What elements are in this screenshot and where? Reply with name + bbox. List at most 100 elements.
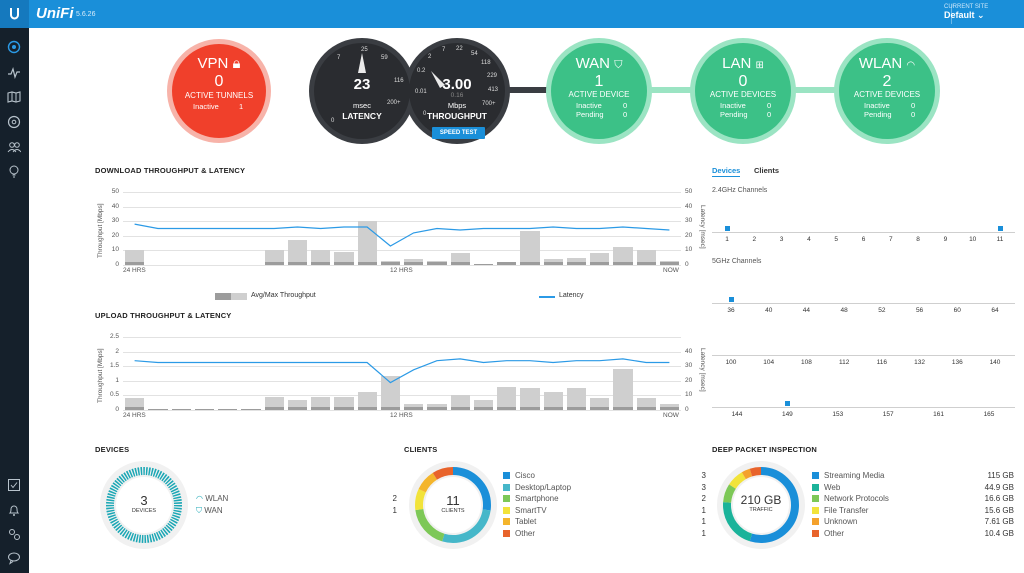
- legend-latency-swatch: [539, 296, 555, 298]
- wlan-pending-value: 0: [911, 110, 916, 119]
- gauge-connector: [500, 87, 548, 93]
- clients-donut[interactable]: [409, 461, 497, 549]
- dpi-item-label: Network Protocols: [824, 494, 889, 503]
- download-gridline: [123, 221, 681, 223]
- wan-title: WAN: [575, 55, 611, 72]
- dpi-item-label: Unknown: [824, 517, 858, 526]
- upload-ytick: 2.5: [109, 333, 119, 340]
- latency-tick-0: 0: [331, 118, 335, 124]
- dpi-item-5[interactable]: Other: [812, 529, 844, 538]
- throughput-tick-001: 0.01: [415, 89, 427, 95]
- ch5c-channel-144: 144: [731, 411, 743, 418]
- ch24-channel-7: 7: [888, 236, 893, 243]
- vpn-title: VPN: [197, 55, 229, 72]
- devices-count: 3: [140, 493, 148, 508]
- latency-tick-59: 59: [381, 55, 388, 61]
- latency-gauge[interactable]: 0 7 25 59 116 200+ 23 msec LATENCY: [314, 43, 410, 139]
- ch5c-channel-153: 153: [832, 411, 844, 418]
- tab-clients[interactable]: Clients: [754, 166, 780, 175]
- ch5a-channel-52: 52: [878, 307, 886, 314]
- speed-test-button[interactable]: SPEED TEST: [432, 127, 485, 139]
- lock-icon: 🔒︎: [232, 55, 241, 72]
- download-bar-base: [357, 262, 377, 265]
- upload-bar-base: [311, 407, 331, 410]
- ch5a-channel-44: 44: [802, 307, 811, 314]
- devices-wlan-row: ◠ WLAN: [196, 494, 228, 503]
- devices-icon[interactable]: [6, 115, 22, 131]
- wlan-gauge[interactable]: WLAN ◠ 2 ACTIVE DEVICES Inactive 0 Pendi…: [839, 43, 935, 139]
- map-icon[interactable]: [6, 90, 22, 106]
- upload-bar-base: [543, 407, 563, 410]
- insights-icon[interactable]: [6, 164, 22, 180]
- download-bar-base: [450, 262, 470, 265]
- wlan-subtitle: ACTIVE DEVICES: [853, 90, 921, 99]
- dpi-item-3[interactable]: File Transfer: [812, 506, 868, 515]
- settings-icon[interactable]: [6, 527, 22, 543]
- ch5b-channel-108: 108: [800, 359, 812, 366]
- clients-item-3: SmartTV: [503, 506, 547, 515]
- dpi-item-0[interactable]: Streaming Media: [812, 471, 884, 480]
- download-bar: [311, 250, 331, 265]
- alerts-check-icon[interactable]: [6, 478, 22, 494]
- lan-title: LAN: [722, 55, 752, 72]
- ch24-channel-11: 11: [996, 236, 1004, 243]
- vpn-gauge[interactable]: VPN 🔒︎ 0 ACTIVE TUNNELS Inactive 1: [172, 44, 266, 138]
- download-ytick: 20: [111, 231, 119, 239]
- notifications-bell-icon[interactable]: [6, 503, 22, 519]
- download-bar-base: [520, 262, 540, 265]
- chat-icon[interactable]: [6, 551, 22, 567]
- upload-bar: [590, 398, 610, 410]
- dpi-item-4[interactable]: Unknown: [812, 517, 857, 526]
- lan-inactive-value: 0: [767, 101, 772, 110]
- download-gridline: [123, 192, 681, 193]
- download-y2tick: 50: [685, 188, 693, 195]
- clients-count: 11: [446, 493, 460, 508]
- dpi-donut[interactable]: [717, 461, 805, 549]
- clients-item-label: Desktop/Laptop: [515, 482, 572, 492]
- tab-devices[interactable]: Devices: [712, 166, 741, 177]
- dpi-item-value: 15.6 GB: [984, 505, 1014, 515]
- ch24-channel-8: 8: [916, 236, 920, 243]
- ch24-channel-10: 10: [969, 236, 977, 243]
- devices-center-label: DEVICES: [131, 508, 157, 514]
- throughput-value: 3.00: [442, 76, 472, 93]
- clients-item-label: Cisco: [515, 471, 536, 480]
- ch24-channel-3: 3: [779, 236, 784, 243]
- download-y2tick: 0: [685, 261, 689, 268]
- dpi-item-1[interactable]: Web: [812, 483, 840, 492]
- wifi-icon: ◠: [196, 494, 203, 503]
- site-selector-value[interactable]: Default ⌄: [944, 10, 985, 20]
- wan-value: 1: [594, 73, 604, 90]
- upload-bar: [520, 388, 540, 410]
- wan-subtitle: ACTIVE DEVICE: [568, 90, 630, 99]
- wlan-inactive-label: Inactive: [864, 101, 890, 110]
- throughput-gauge[interactable]: 0 0.01 0.2 2 7 22 54 118 229 413 700+ 3.…: [409, 43, 505, 139]
- upload-bar: [473, 399, 493, 410]
- devices-donut[interactable]: [100, 461, 188, 549]
- dpi-item-label: File Transfer: [824, 505, 869, 515]
- statistics-icon[interactable]: [6, 66, 22, 82]
- lan-gauge[interactable]: LAN ⊞ 0 ACTIVE DEVICES Inactive 0 Pendin…: [695, 43, 791, 139]
- clients-icon[interactable]: [6, 140, 22, 156]
- throughput-tick-54: 54: [471, 51, 478, 57]
- vpn-value: 0: [214, 73, 224, 90]
- throughput-tick-700: 700+: [482, 101, 496, 107]
- dpi-item-2[interactable]: Network Protocols: [812, 494, 889, 503]
- site-selector[interactable]: CURRENT SITE Default ⌄: [944, 4, 1004, 21]
- upload-xtick-end: NOW: [663, 412, 679, 419]
- dpi-center-label: TRAFFIC: [749, 507, 773, 513]
- download-bar-base: [334, 262, 354, 265]
- upload-bar: [287, 399, 307, 410]
- download-bar-base: [427, 262, 447, 265]
- upload-y2tick: 30: [685, 362, 693, 370]
- wan-gauge[interactable]: WAN ⛉ 1 ACTIVE DEVICE Inactive 0 Pending…: [551, 43, 647, 139]
- ch24-channel-dot: [997, 226, 1003, 231]
- dashboard-icon[interactable]: [6, 40, 22, 56]
- ch5b-channel-100: 100: [725, 359, 737, 366]
- ubiquiti-logo[interactable]: [0, 0, 29, 28]
- lan-pending-label: Pending: [720, 110, 748, 119]
- brand-name: UniFi: [36, 5, 74, 22]
- upload-bar-base: [218, 408, 238, 410]
- channels-5-title: 5GHz Channels: [712, 258, 762, 265]
- ch5c-channel-161: 161: [933, 411, 945, 418]
